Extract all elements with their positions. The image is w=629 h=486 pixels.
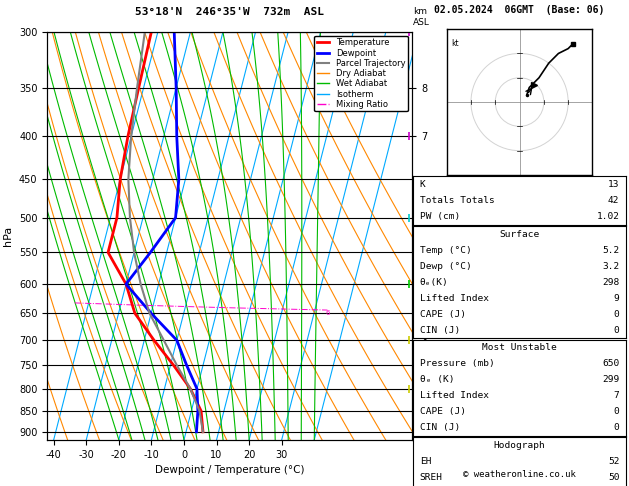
- Text: Most Unstable: Most Unstable: [482, 343, 557, 352]
- Text: 02.05.2024  06GMT  (Base: 06): 02.05.2024 06GMT (Base: 06): [435, 5, 604, 15]
- Text: Temp (°C): Temp (°C): [420, 245, 471, 255]
- Text: Totals Totals: Totals Totals: [420, 196, 494, 205]
- Text: km
ASL: km ASL: [413, 7, 430, 27]
- Text: © weatheronline.co.uk: © weatheronline.co.uk: [463, 469, 576, 479]
- Text: Hodograph: Hodograph: [494, 441, 545, 450]
- Text: CAPE (J): CAPE (J): [420, 310, 465, 319]
- Text: 0: 0: [614, 423, 620, 433]
- Text: kt: kt: [452, 39, 459, 48]
- Text: CIN (J): CIN (J): [420, 423, 460, 433]
- Text: Dewp (°C): Dewp (°C): [420, 261, 471, 271]
- Text: 42: 42: [608, 196, 620, 205]
- Text: 52: 52: [608, 457, 620, 466]
- Text: θₑ(K): θₑ(K): [420, 278, 448, 287]
- Text: Lifted Index: Lifted Index: [420, 391, 489, 400]
- Text: 0: 0: [614, 310, 620, 319]
- Text: 5.2: 5.2: [602, 245, 620, 255]
- Text: PW (cm): PW (cm): [420, 212, 460, 221]
- Legend: Temperature, Dewpoint, Parcel Trajectory, Dry Adiabat, Wet Adiabat, Isotherm, Mi: Temperature, Dewpoint, Parcel Trajectory…: [314, 36, 408, 111]
- Text: 650: 650: [602, 359, 620, 368]
- Text: CIN (J): CIN (J): [420, 326, 460, 335]
- Text: Pressure (mb): Pressure (mb): [420, 359, 494, 368]
- Text: CAPE (J): CAPE (J): [420, 407, 465, 417]
- Text: 0: 0: [614, 407, 620, 417]
- Text: SREH: SREH: [420, 473, 443, 482]
- Text: 13: 13: [608, 180, 620, 189]
- Text: Lifted Index: Lifted Index: [420, 294, 489, 303]
- Text: 1.02: 1.02: [596, 212, 620, 221]
- Text: 299: 299: [602, 375, 620, 384]
- Text: EH: EH: [420, 457, 431, 466]
- Y-axis label: Mixing Ratio (g/kg): Mixing Ratio (g/kg): [448, 190, 459, 282]
- X-axis label: Dewpoint / Temperature (°C): Dewpoint / Temperature (°C): [155, 465, 304, 475]
- Text: 7: 7: [614, 391, 620, 400]
- Text: Surface: Surface: [499, 229, 540, 239]
- Text: 3.2: 3.2: [602, 261, 620, 271]
- Text: 6: 6: [325, 310, 330, 316]
- Text: 9: 9: [614, 294, 620, 303]
- Text: K: K: [420, 180, 425, 189]
- Text: 298: 298: [602, 278, 620, 287]
- Y-axis label: hPa: hPa: [3, 226, 13, 246]
- Text: 50: 50: [608, 473, 620, 482]
- Text: 53°18'N  246°35'W  732m  ASL: 53°18'N 246°35'W 732m ASL: [135, 7, 324, 17]
- Text: θₑ (K): θₑ (K): [420, 375, 454, 384]
- Text: 0: 0: [614, 326, 620, 335]
